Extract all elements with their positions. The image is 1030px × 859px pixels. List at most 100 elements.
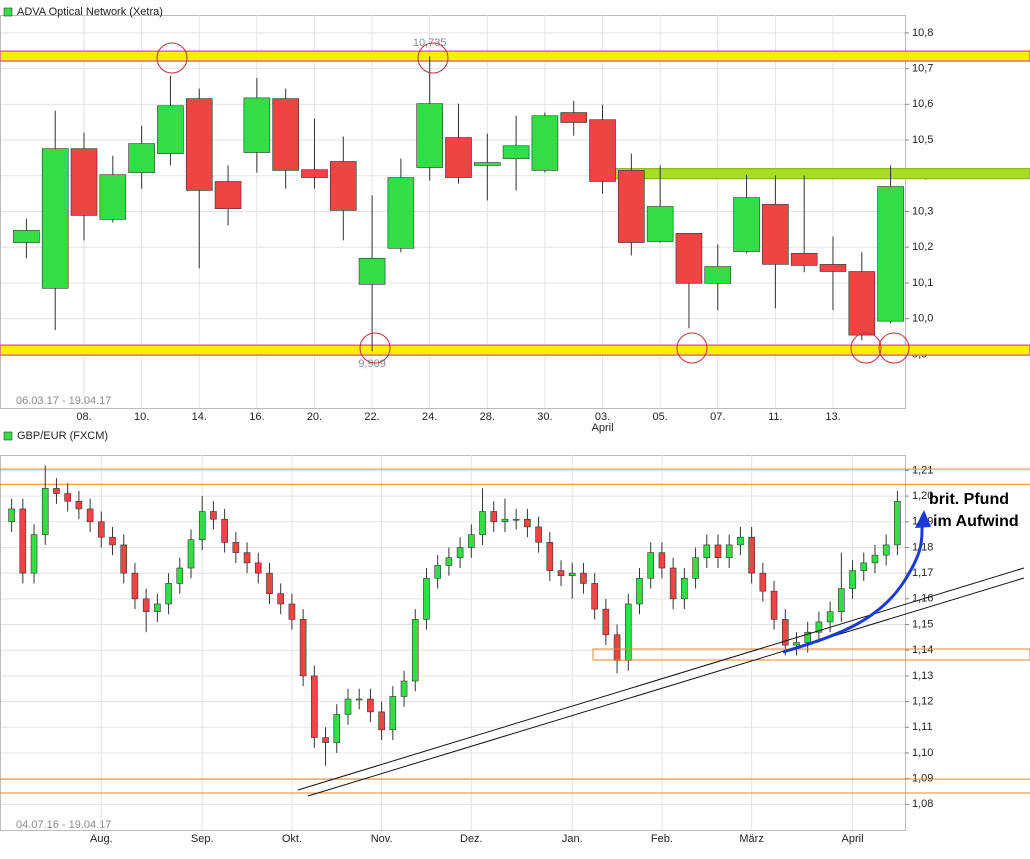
candle-body [524, 518, 531, 528]
x-tick-label: Jan. [562, 833, 583, 845]
candle-body [120, 544, 128, 574]
candle-body [311, 675, 318, 738]
candle-body [243, 552, 251, 564]
candle-body [221, 518, 228, 543]
candle-body [669, 567, 677, 600]
candle-body [176, 567, 184, 584]
candle-body [277, 593, 285, 605]
candle-body [272, 98, 299, 171]
candle-body [546, 542, 554, 571]
trend-line [307, 577, 1025, 797]
candle-body [416, 103, 443, 168]
candle-body [41, 148, 69, 289]
x-tick-label: 14. [192, 411, 207, 423]
candle-body [53, 488, 60, 494]
candle-body [378, 711, 385, 731]
level-band [589, 168, 1030, 180]
x-tick-label: 13. [825, 411, 840, 423]
x-tick-label: 10. [134, 411, 149, 423]
candle-body [400, 680, 408, 697]
candle-body [187, 539, 195, 569]
candle-body [367, 698, 374, 713]
candle-body [434, 565, 441, 579]
plot-area [0, 455, 906, 831]
y-tick-label: 10,7 [912, 62, 933, 74]
y-tick-label: 10,3 [912, 205, 933, 217]
candle-body [479, 511, 486, 535]
candle-body [737, 536, 744, 546]
y-tick-label: 1,10 [912, 747, 933, 759]
candle-body [826, 611, 834, 623]
trend-line [297, 567, 1025, 791]
highlight-circle [417, 42, 449, 74]
y-tick-label: 1,21 [912, 464, 933, 476]
candle-body [849, 570, 856, 589]
candle-body [748, 536, 755, 574]
candle-body [714, 544, 722, 559]
candle-body [860, 562, 868, 571]
candle-body [725, 544, 733, 559]
x-tick-label: 20. [307, 411, 322, 423]
candle-body [185, 98, 213, 191]
y-tick-label: 10,0 [912, 313, 933, 325]
highlight-circle [676, 332, 708, 364]
annotation: im Aufwind [933, 513, 1019, 530]
candle-body [165, 583, 172, 605]
candle-body [815, 621, 823, 633]
candle-body [589, 119, 616, 182]
candle-body [299, 619, 307, 677]
x-tick-label: Sep. [191, 833, 214, 845]
y-tick-label: 10,1 [912, 277, 933, 289]
candle-body [333, 714, 341, 743]
level-band [0, 344, 1030, 356]
candle-body [355, 698, 363, 701]
x-tick-label: Feb. [651, 833, 673, 845]
x-tick-label: 24. [422, 411, 437, 423]
candle-body [871, 554, 879, 564]
x-sublabel: April [592, 422, 614, 434]
y-tick-label: 1,13 [912, 670, 933, 682]
support-zone [592, 648, 1030, 661]
candle-body [877, 186, 904, 322]
candle-body [490, 511, 498, 523]
chart-title: GBP/EUR (FXCM) [17, 430, 108, 442]
candle-body [86, 508, 94, 523]
y-tick-label: 1,18 [912, 541, 933, 553]
candle-body [568, 572, 576, 577]
candle-body [13, 230, 40, 243]
candle-body [658, 552, 666, 569]
candle-body [8, 508, 15, 523]
candle-body [445, 557, 453, 566]
y-tick-label: 10,5 [912, 134, 933, 146]
highlight-circle [156, 42, 188, 74]
candle-body [214, 181, 242, 209]
x-tick-label: März [739, 833, 763, 845]
x-tick-label: 22. [364, 411, 379, 423]
candle-body [344, 698, 352, 715]
level-band [0, 50, 1030, 62]
candle-body [838, 588, 845, 612]
candle-body [99, 174, 127, 220]
candle-body [624, 603, 632, 661]
x-tick-label: Aug. [90, 833, 113, 845]
candle-body [70, 148, 98, 216]
y-tick-label: 10,2 [912, 241, 933, 253]
candle-body [468, 534, 475, 548]
candle-body [560, 112, 588, 123]
x-tick-label: 08. [76, 411, 91, 423]
candle-body [19, 508, 27, 574]
candle-body [288, 603, 296, 620]
x-tick-label: Nov. [371, 833, 393, 845]
y-tick-label: 1,15 [912, 618, 933, 630]
candle-body [329, 161, 357, 211]
candle-body [41, 488, 49, 535]
candle-body [793, 642, 800, 646]
candle-body [445, 137, 472, 178]
candle-body [109, 536, 116, 546]
candle-body [75, 500, 83, 510]
low-label: 9,909 [358, 358, 386, 370]
x-tick-label: 11. [768, 411, 782, 423]
candle-body [647, 552, 655, 579]
candle-body [157, 105, 184, 154]
